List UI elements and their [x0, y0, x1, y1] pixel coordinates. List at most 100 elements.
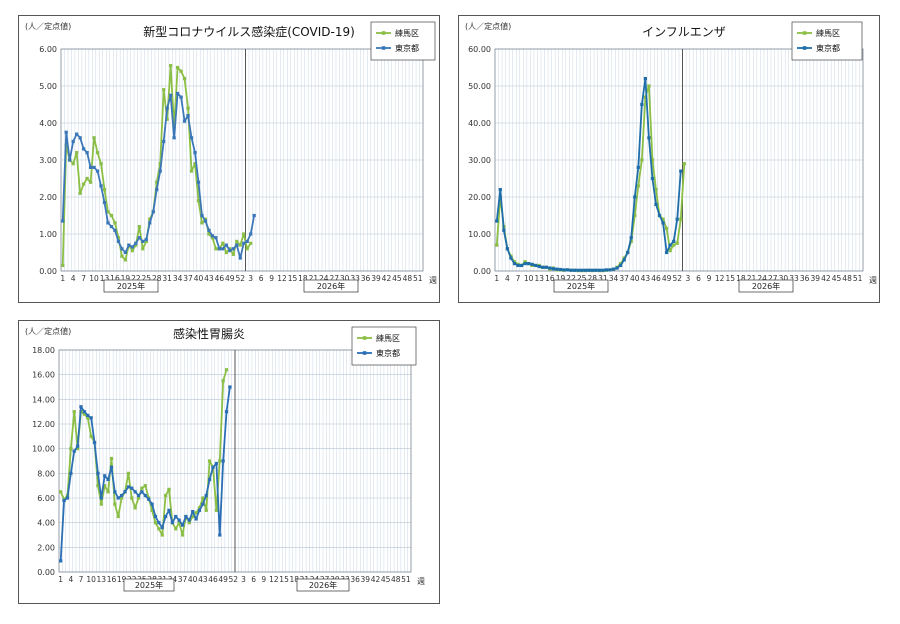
- x-tick-label: 45: [392, 274, 402, 283]
- series-point: [130, 245, 134, 249]
- series-point: [583, 268, 587, 272]
- x-tick-label: 31: [162, 274, 172, 283]
- year-label-box: [103, 279, 159, 293]
- series-line-tokyo: [495, 77, 682, 272]
- x-tick-label: 19: [121, 274, 131, 283]
- series-point: [71, 162, 75, 166]
- series-point: [217, 247, 221, 251]
- series-point: [116, 239, 121, 243]
- series-point: [153, 521, 158, 525]
- series-point: [249, 241, 253, 245]
- x-tick-label: 7: [79, 575, 84, 584]
- x-tick-label: 12: [715, 274, 725, 283]
- series-point: [186, 114, 190, 118]
- series-point: [61, 219, 65, 223]
- series-point: [123, 258, 127, 262]
- series-point: [176, 91, 180, 95]
- series-point: [150, 502, 154, 506]
- series-point: [123, 490, 127, 494]
- series-point: [78, 191, 82, 195]
- x-tick-label: 4: [71, 274, 76, 283]
- series-point: [675, 241, 679, 245]
- legend-swatch-marker: [381, 31, 386, 35]
- y-tick-label: 6.00: [39, 45, 57, 54]
- x-tick-label: 10: [89, 274, 99, 283]
- series-point: [668, 243, 672, 247]
- series-point: [133, 506, 137, 510]
- series-point: [214, 508, 218, 512]
- series-point: [155, 180, 159, 184]
- series-point: [633, 195, 637, 199]
- series-point: [201, 496, 205, 500]
- x-tick-label: 42: [371, 575, 381, 584]
- series-point: [68, 158, 72, 162]
- series-point: [65, 496, 70, 500]
- series-point: [86, 413, 90, 417]
- series-point: [601, 268, 605, 272]
- x-tick-label: 13: [100, 274, 110, 283]
- series-point: [633, 213, 637, 218]
- y-tick-label: 30.00: [468, 156, 491, 165]
- series-point: [96, 471, 100, 475]
- series-point: [238, 243, 242, 247]
- series-point: [151, 210, 155, 214]
- x-tick-label: 40: [194, 274, 204, 283]
- series-point: [120, 493, 124, 498]
- legend-box: [791, 21, 863, 61]
- series-point: [551, 267, 555, 271]
- series-point: [576, 268, 580, 272]
- x-tick-label: 6: [696, 274, 701, 283]
- x-tick-label: 15: [288, 274, 298, 283]
- x-tick-label: 34: [173, 274, 183, 283]
- year-label-box: [553, 279, 609, 293]
- x-tick-label: 43: [204, 274, 214, 283]
- legend-entry: 東京都: [395, 43, 419, 53]
- series-point: [167, 487, 171, 491]
- series-point: [113, 221, 117, 225]
- series-point: [126, 471, 130, 475]
- y-tick-label: 3.00: [39, 156, 57, 165]
- x-tick-label: 1: [494, 274, 499, 283]
- y-tick-label: 18.00: [32, 346, 55, 355]
- y-tick-label: 0.00: [37, 568, 55, 577]
- series-point: [537, 264, 541, 269]
- legend-entry: 練馬区: [395, 28, 419, 38]
- y-tick-label: 4.00: [37, 519, 55, 528]
- series-point: [103, 484, 107, 488]
- x-tick-label: 4: [505, 274, 510, 283]
- x-tick-label: 1: [58, 575, 63, 584]
- x-tick-label: 21: [309, 274, 319, 283]
- series-point: [165, 117, 169, 121]
- series-point: [137, 225, 141, 229]
- series-point: [665, 226, 669, 231]
- x-tick-label: 33: [350, 274, 360, 283]
- series-point: [207, 228, 211, 232]
- series-point: [99, 496, 103, 500]
- series-point: [650, 158, 655, 162]
- year-label-box: [303, 279, 359, 293]
- series-point: [573, 268, 577, 272]
- series-point: [127, 243, 131, 247]
- x-tick-label: 46: [215, 274, 225, 283]
- series-point: [527, 262, 531, 266]
- x-tick-label: 6: [251, 575, 256, 584]
- series-point: [61, 263, 65, 268]
- series-point: [134, 243, 138, 247]
- series-point: [141, 247, 145, 251]
- series-point: [95, 169, 100, 173]
- series-point: [562, 268, 566, 272]
- series-point: [224, 250, 228, 255]
- series-point: [69, 471, 73, 475]
- series-point: [176, 65, 180, 70]
- series-point: [106, 221, 110, 225]
- series-point: [162, 88, 166, 92]
- x-tick-label: 36: [800, 274, 810, 283]
- y-axis-label: (人／定点値): [465, 21, 511, 31]
- series-point: [148, 221, 152, 225]
- series-point: [140, 490, 144, 494]
- series-point: [174, 514, 178, 519]
- x-tick-label: 9: [269, 274, 274, 283]
- series-point: [211, 465, 215, 469]
- series-point: [238, 256, 242, 260]
- series-point: [214, 461, 218, 466]
